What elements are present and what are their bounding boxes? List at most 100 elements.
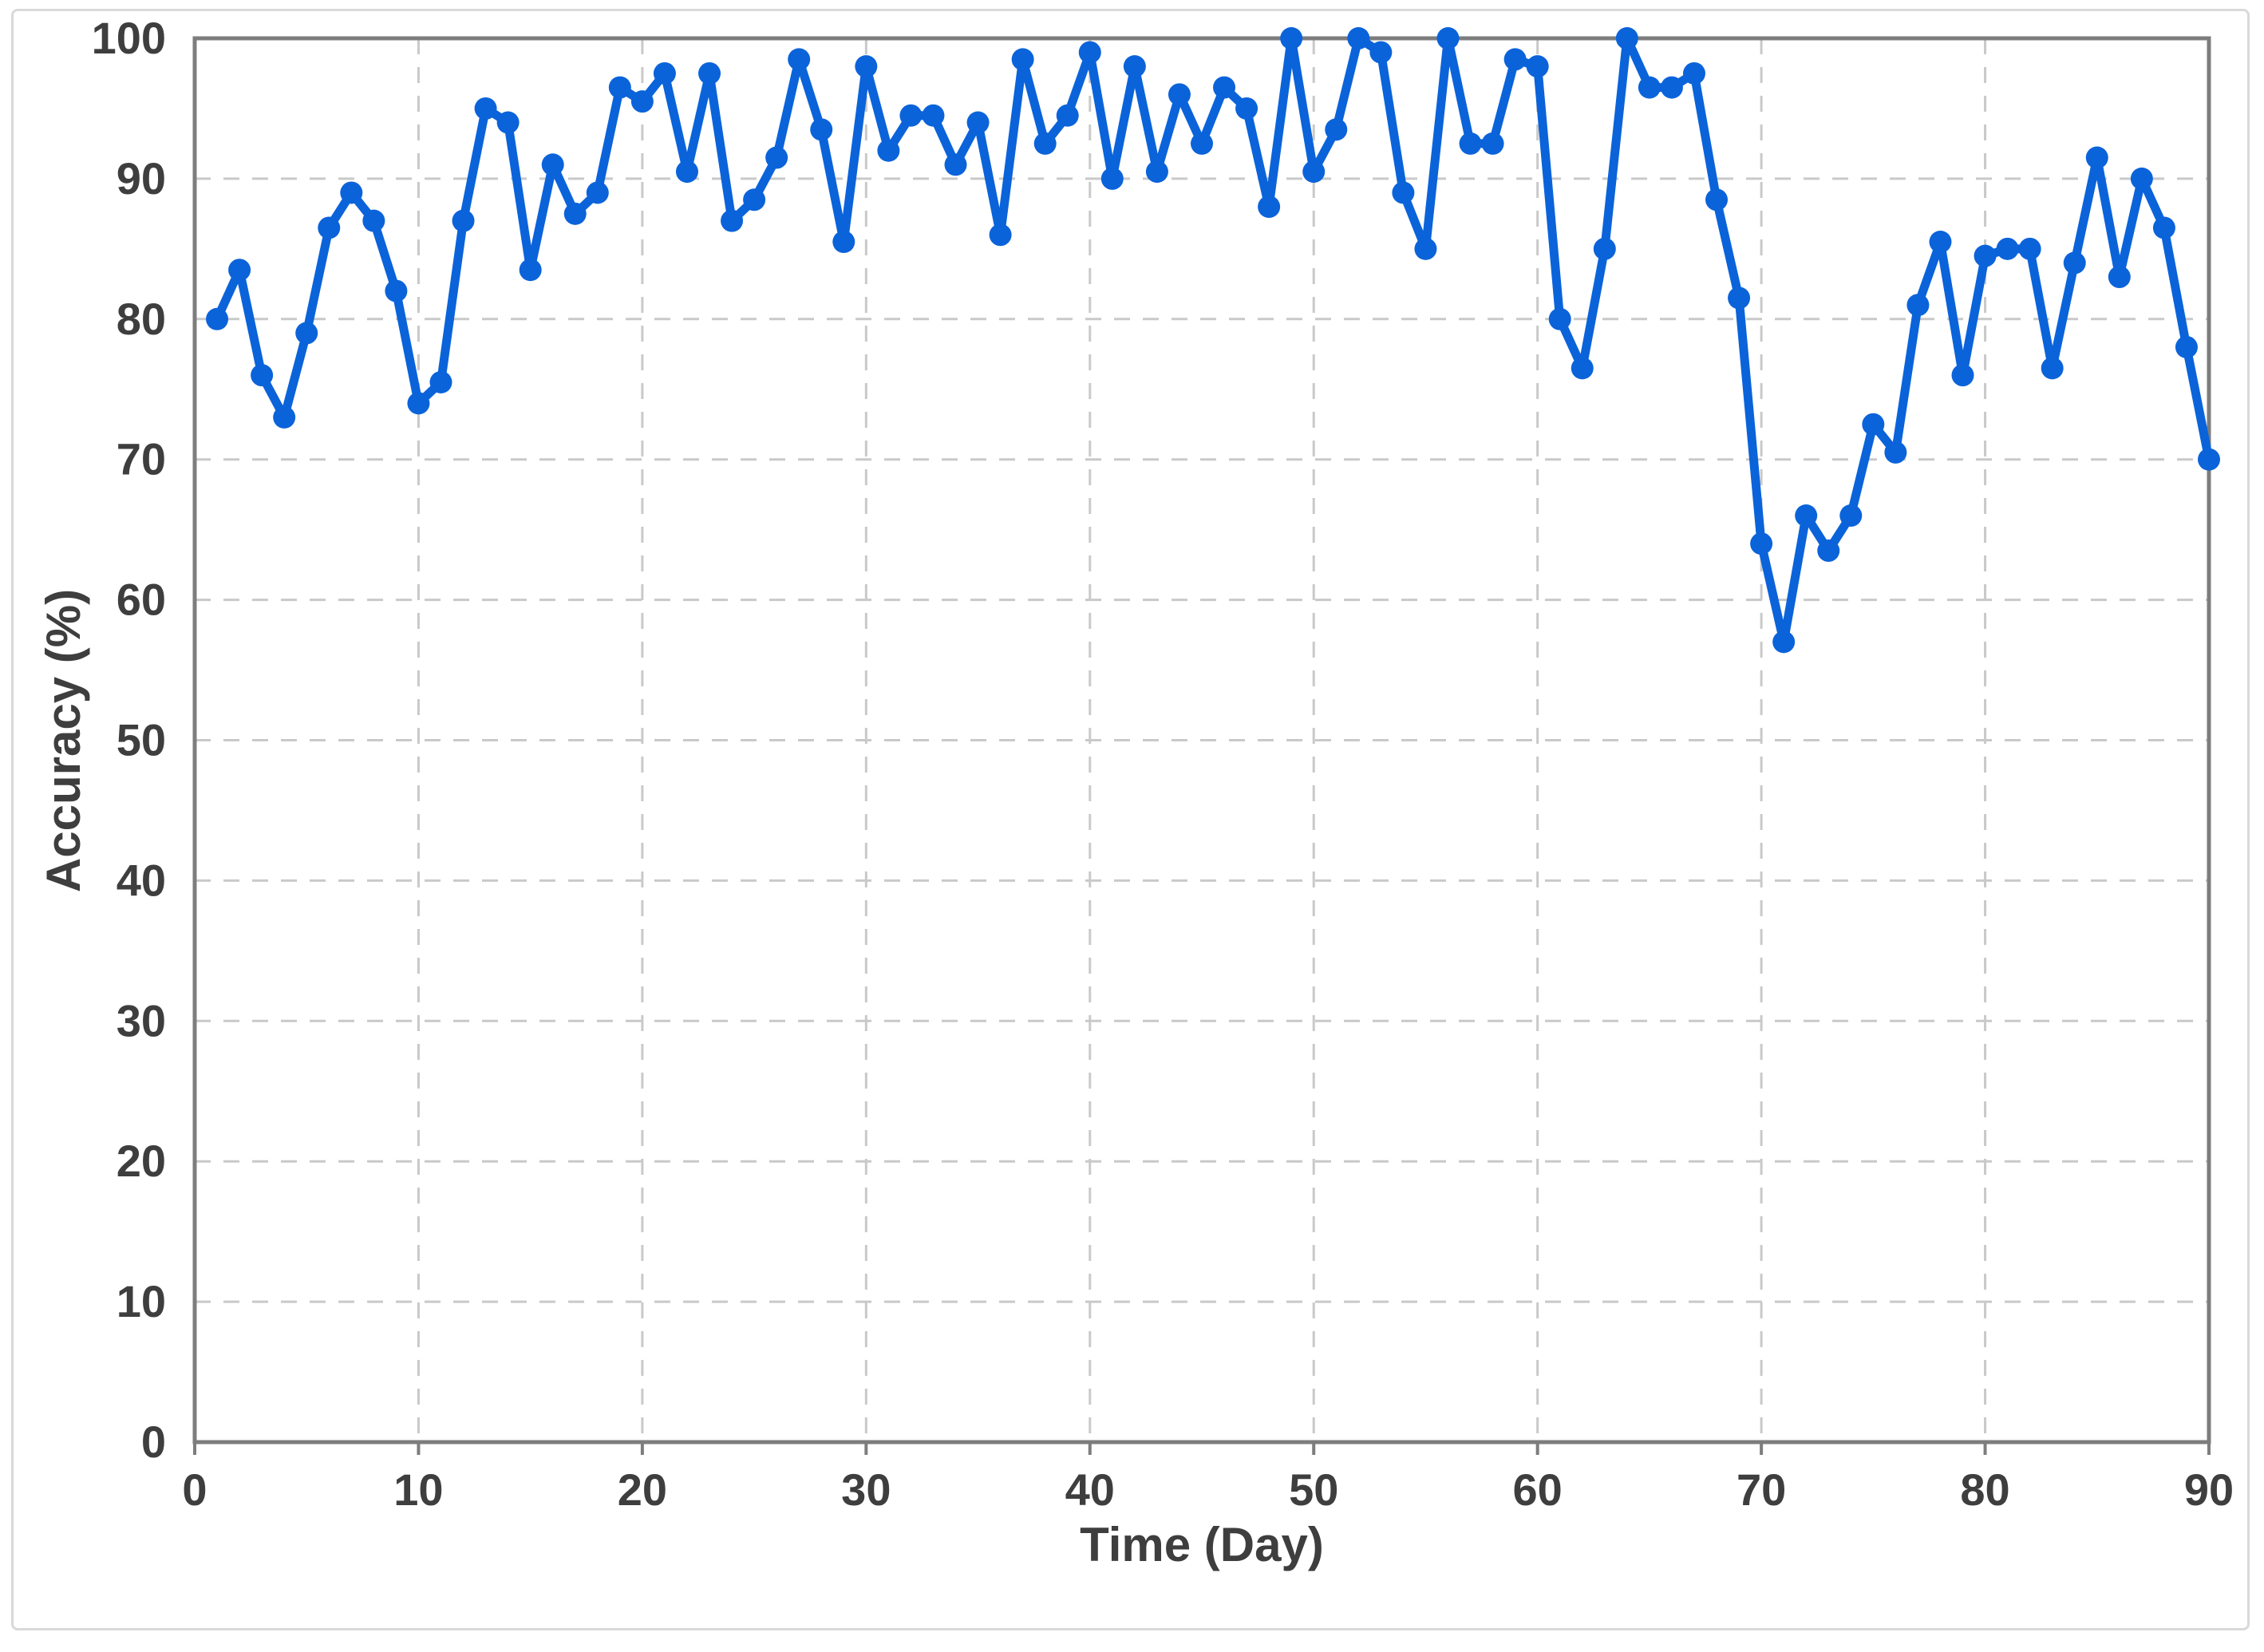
x-tick-label: 60 xyxy=(1513,1464,1563,1515)
x-tick-label: 0 xyxy=(182,1464,207,1515)
data-point xyxy=(1593,237,1616,260)
data-point xyxy=(1705,188,1729,211)
data-point xyxy=(474,97,497,120)
data-point xyxy=(1033,132,1057,155)
data-point xyxy=(1839,504,1863,528)
x-tick-label: 70 xyxy=(1737,1464,1786,1515)
data-point xyxy=(2108,266,2131,289)
data-point xyxy=(1056,104,1079,127)
data-point xyxy=(810,118,833,141)
data-point xyxy=(1436,27,1460,49)
data-point xyxy=(206,307,229,330)
data-point xyxy=(608,76,631,99)
y-tick-label: 70 xyxy=(117,434,166,484)
x-axis-title: Time (Day) xyxy=(1080,1518,1324,1571)
data-point xyxy=(1459,132,1482,155)
data-point xyxy=(832,231,855,254)
data-point xyxy=(295,322,318,345)
data-point xyxy=(1011,48,1034,71)
chart-card-border xyxy=(11,9,2250,1630)
data-point xyxy=(2130,167,2153,190)
data-point xyxy=(1929,231,1952,254)
data-point xyxy=(630,90,654,113)
y-tick-label: 60 xyxy=(117,575,166,625)
data-point xyxy=(251,364,274,387)
data-point xyxy=(1145,160,1168,184)
data-point xyxy=(1347,27,1370,49)
data-point xyxy=(1884,441,1907,464)
data-point xyxy=(385,279,408,302)
x-tick-label: 80 xyxy=(1960,1464,2009,1515)
y-tick-label: 10 xyxy=(117,1276,166,1326)
plot-border xyxy=(192,36,2211,1445)
data-point xyxy=(1548,307,1571,330)
data-point xyxy=(1615,27,1638,49)
data-point xyxy=(452,209,475,232)
data-point xyxy=(2198,448,2220,471)
data-point xyxy=(675,160,698,184)
data-point xyxy=(944,153,967,176)
data-point xyxy=(1302,160,1326,184)
y-tick-label: 80 xyxy=(117,294,166,344)
data-point xyxy=(899,104,923,127)
data-point xyxy=(1078,41,1101,64)
data-point xyxy=(989,223,1012,247)
data-point xyxy=(496,111,520,134)
data-point xyxy=(1123,55,1146,78)
data-point xyxy=(1503,48,1527,71)
data-point xyxy=(1235,97,1258,120)
data-point xyxy=(1862,413,1885,436)
data-point xyxy=(1168,83,1191,106)
data-point xyxy=(1213,76,1236,99)
y-tick-label: 90 xyxy=(117,153,166,204)
data-point xyxy=(407,392,430,415)
data-point xyxy=(1258,196,1281,219)
data-point xyxy=(563,202,587,225)
data-point xyxy=(586,181,609,204)
data-point xyxy=(765,146,788,169)
data-point xyxy=(1100,167,1124,190)
y-tick-label: 40 xyxy=(117,855,166,905)
data-point xyxy=(2041,357,2064,380)
data-point xyxy=(1772,630,1796,654)
x-tick-label: 40 xyxy=(1065,1464,1115,1515)
data-point xyxy=(519,259,542,282)
y-tick-label: 50 xyxy=(117,715,166,765)
data-point xyxy=(1481,132,1504,155)
data-point xyxy=(228,259,251,282)
data-point xyxy=(1817,539,1840,563)
data-point xyxy=(721,209,744,232)
data-point xyxy=(1951,364,1974,387)
data-point xyxy=(743,188,766,211)
data-point xyxy=(2018,237,2041,260)
data-point xyxy=(1414,237,1437,260)
data-point xyxy=(788,48,811,71)
data-point xyxy=(1392,181,1415,204)
data-point xyxy=(1526,55,1549,78)
data-point xyxy=(273,405,296,429)
data-point xyxy=(541,153,564,176)
data-point xyxy=(1191,132,1213,155)
data-point xyxy=(855,55,878,78)
data-point xyxy=(1795,504,1818,528)
x-tick-label: 50 xyxy=(1289,1464,1338,1515)
data-point xyxy=(429,370,452,393)
data-point xyxy=(1974,244,1997,267)
x-tick-label: 10 xyxy=(393,1464,443,1515)
data-point xyxy=(1728,287,1751,310)
data-point xyxy=(1638,76,1661,99)
data-point xyxy=(2085,146,2108,169)
data-point xyxy=(2152,216,2175,239)
data-point xyxy=(1571,357,1594,380)
x-tick-label: 90 xyxy=(2184,1464,2234,1515)
data-point xyxy=(1325,118,1348,141)
data-point xyxy=(340,181,363,204)
data-point xyxy=(1280,27,1303,49)
data-point xyxy=(1996,237,2019,260)
data-point xyxy=(922,104,945,127)
data-point xyxy=(653,61,676,85)
data-point xyxy=(966,111,990,134)
data-point xyxy=(1750,532,1773,555)
y-tick-label: 20 xyxy=(117,1136,166,1186)
